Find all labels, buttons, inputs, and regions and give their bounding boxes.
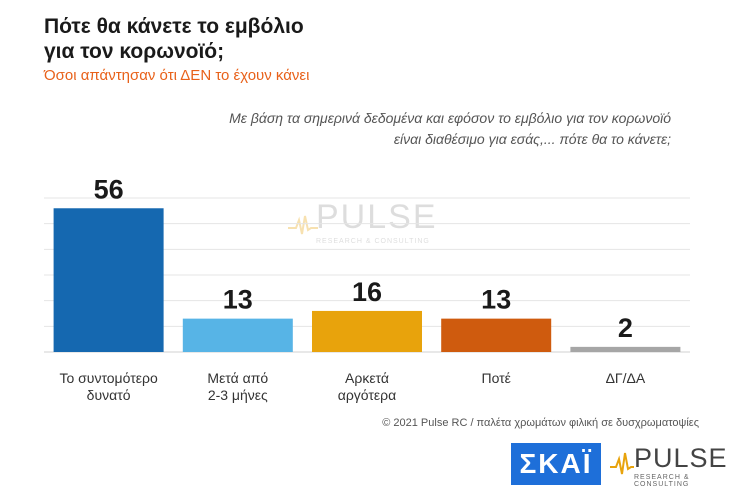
pulse-wave-icon: [288, 215, 318, 235]
data-label: 13: [481, 285, 511, 315]
category-label-line: Μετά από: [207, 370, 268, 386]
skai-logo: ΣΚΑΪ: [511, 443, 601, 485]
survey-question: Με βάση τα σημερινά δεδομένα και εφόσον …: [229, 110, 671, 147]
pulse-logo-tagline: RESEARCH & CONSULTING: [634, 474, 690, 488]
chart-subtitle: Όσοι απάντησαν ότι ΔΕΝ το έχουν κάνει: [44, 67, 310, 84]
pulse-watermark: PULSE RESEARCH & CONSULTING: [288, 198, 458, 258]
bar: [53, 208, 164, 352]
pulse-logo: PULSE RESEARCH & CONSULTING: [610, 441, 727, 489]
category-label-line: Αρκετά: [345, 370, 389, 386]
chart-title-line-2: για τον κορωνοϊό;: [44, 40, 225, 63]
bar: [441, 318, 552, 352]
bar: [312, 310, 422, 352]
category-labels: Το συντομότερο δυνατό Μετά από 2-3 μήνες Αρκ…: [59, 370, 645, 403]
category-label-line: δυνατό: [87, 387, 131, 403]
value-labels: 56 13 16 13 2: [94, 174, 633, 343]
bar: [570, 346, 681, 352]
category-label-line: αργότερα: [338, 387, 396, 403]
watermark-word: PULSE: [316, 198, 438, 236]
category-label-line: ΔΓ/ΔΑ: [606, 370, 646, 386]
category-label: ΔΓ/ΔΑ: [606, 370, 646, 386]
data-label: 56: [94, 174, 124, 204]
chart-title: Πότε θα κάνετε το εμβόλιο για τον κορωνο…: [44, 14, 304, 64]
category-label-line: Ποτέ: [481, 370, 510, 386]
category-label: Ποτέ: [481, 370, 510, 386]
chart-title-line-1: Πότε θα κάνετε το εμβόλιο: [44, 15, 304, 38]
bar: [182, 318, 293, 352]
pulse-logo-wave-icon: [610, 452, 634, 475]
data-label: 16: [352, 277, 382, 307]
pulse-logo-word: PULSE: [634, 443, 728, 473]
category-label: Μετά από 2-3 μήνες: [207, 370, 268, 403]
watermark-tagline: RESEARCH & CONSULTING: [316, 238, 430, 245]
category-label-line: 2-3 μήνες: [208, 387, 268, 403]
bars: [53, 208, 681, 352]
data-label: 2: [618, 313, 633, 343]
data-label: 13: [223, 285, 253, 315]
category-label: Αρκετά αργότερα: [338, 370, 396, 403]
category-label-line: Το συντομότερο: [59, 370, 157, 386]
copyright-note: © 2021 Pulse RC / παλέτα χρωμάτων φιλική…: [382, 417, 699, 429]
category-label: Το συντομότερο δυνατό: [59, 370, 157, 403]
